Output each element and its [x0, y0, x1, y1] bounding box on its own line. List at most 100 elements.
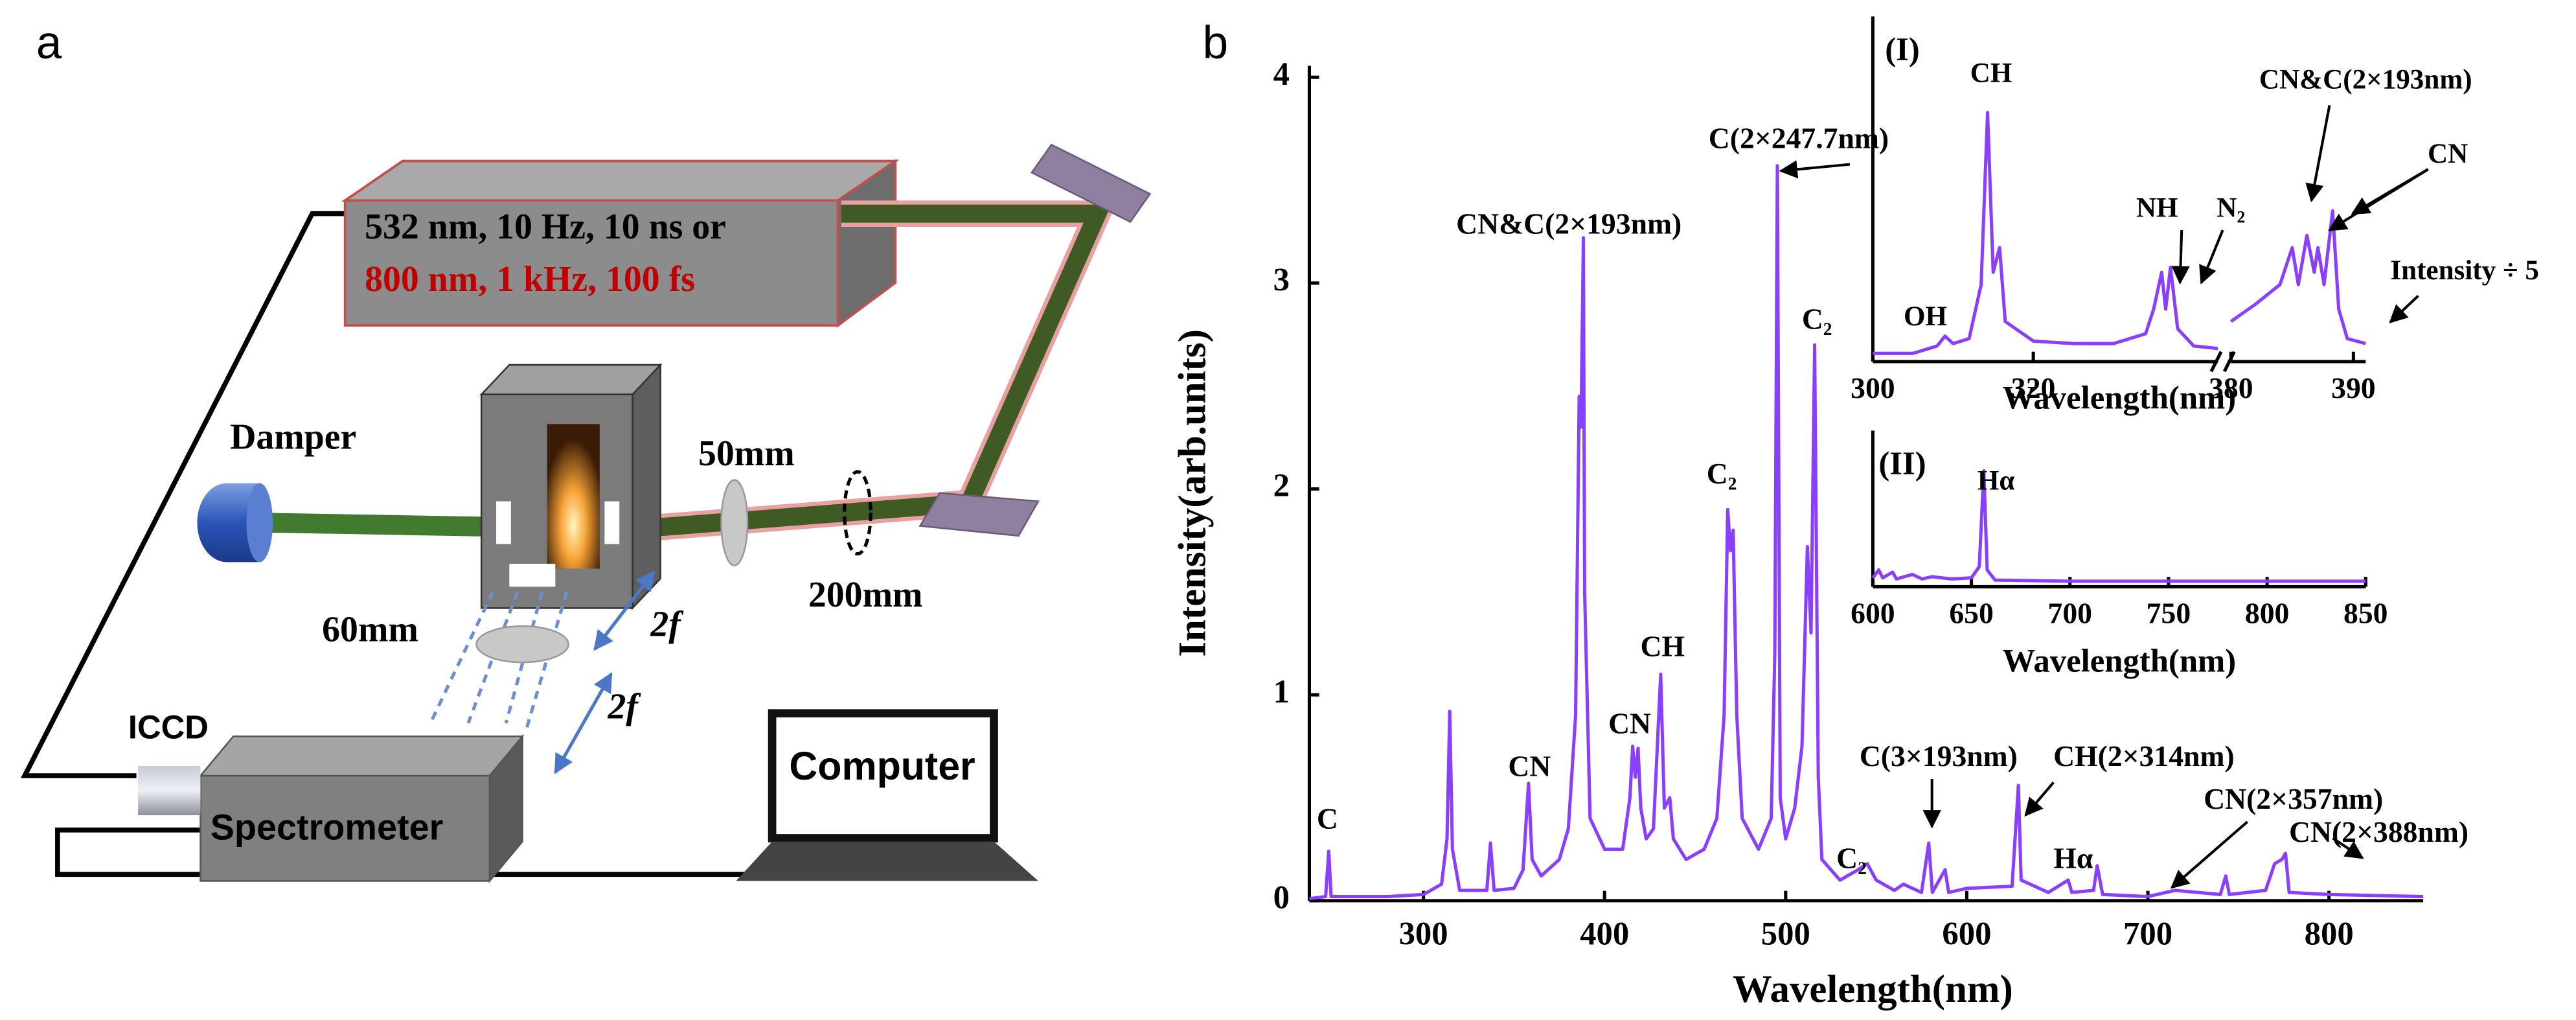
panel-label: a [36, 17, 62, 69]
window [604, 501, 620, 544]
x-axis-label: Wavelength(nm) [1733, 968, 2013, 1011]
damper [246, 483, 273, 562]
annotation: CN(2×357nm) [2204, 782, 2383, 815]
window [509, 563, 556, 587]
annotation: C(2×247.7nm) [1709, 122, 1889, 155]
computer-label: Computer [789, 744, 975, 788]
distance-label: 2f [607, 686, 641, 726]
annotation: Intensity ÷ 5 [2390, 255, 2539, 286]
annotation: CN [1508, 749, 1551, 782]
y-tick-label: 2 [1273, 467, 1290, 504]
x-tick-label: 600 [1942, 915, 1991, 951]
laptop-screen [768, 709, 998, 842]
x-tick-label: 500 [1761, 915, 1810, 951]
chamber-top [479, 364, 663, 395]
cable [20, 211, 345, 778]
distance-arrow [593, 570, 655, 651]
x-tick-label: 650 [1949, 597, 1993, 630]
flame [547, 424, 600, 569]
x-tick-label: 380 [2209, 371, 2253, 404]
annotation: CN&C(2×193nm) [2259, 65, 2472, 95]
x-tick-label: 700 [2123, 915, 2172, 951]
collection-rays [429, 590, 569, 732]
x-tick-label: 300 [1399, 915, 1448, 951]
annotation-arrow [1779, 160, 1851, 179]
annotation: Hα [1978, 466, 2015, 496]
annotation-arrow [2024, 781, 2055, 817]
spectrometer-top [198, 735, 525, 777]
spectrum-line [1871, 469, 2366, 583]
lens-label: 60mm [322, 609, 418, 649]
annotation-arrow [2332, 837, 2364, 859]
annotation: CN(2×388nm) [2289, 815, 2468, 848]
annotation: CH [1970, 58, 2012, 89]
spectrometer-front [199, 774, 491, 882]
annotation: C₂ [1802, 303, 1832, 336]
x-tick-label: 700 [2048, 597, 2092, 630]
annotation-arrow [2389, 295, 2419, 324]
iccd-label: ICCD [128, 708, 209, 745]
lens [843, 470, 872, 556]
x-tick-label: 800 [2305, 915, 2354, 951]
laptop-base [736, 841, 1038, 881]
annotation: Hα [2053, 841, 2093, 874]
x-tick-label: 800 [2245, 597, 2289, 630]
spectra: 300 400 500 600 700 800 0 1 2 3 4 Wavelength(nm) Int… [1170, 16, 2539, 1011]
distance-arrow [554, 672, 613, 774]
inset-label: (I) [1885, 31, 1920, 67]
laser-front [343, 199, 839, 327]
annotation: OH [1904, 301, 1947, 332]
laser-label: 532 nm, 10 Hz, 10 ns or [365, 207, 726, 247]
y-axis-label: Intensity(arb.units) [1170, 329, 1214, 657]
setup-diagram: a 532 nm, 10 Hz, 10 ns or 800 nm, 1 kHz,… [20, 17, 1152, 883]
chart: 300 400 500 600 700 800 0 1 2 3 4 Wavelength(nm) Int… [1170, 56, 2468, 1011]
y-tick-label: 1 [1273, 673, 1290, 710]
beam [632, 204, 1111, 539]
y-tick-label: 0 [1273, 879, 1290, 916]
spectrum-line [1309, 164, 2424, 901]
x-axis-label: Wavelength(nm) [2003, 379, 2237, 415]
x-tick-label: 390 [2331, 371, 2375, 404]
x-tick-label: 750 [2147, 597, 2191, 630]
annotation-arrow [2351, 168, 2429, 215]
window [496, 501, 511, 544]
spectrum-line [1873, 111, 2366, 355]
chamber-side [632, 362, 661, 610]
annotation: C₂ [1707, 457, 1737, 490]
annotation: CN&C(2×193nm) [1456, 207, 1681, 240]
laser-label: 800 nm, 1 kHz, 100 fs [365, 259, 695, 299]
chart: 300 320 380 390 Wavelength(nm) (I) CH OH NH N₂ CN&… [1851, 16, 2539, 415]
lens-label: 200mm [808, 575, 923, 615]
lens-label: 50mm [698, 434, 795, 474]
lens [475, 625, 569, 664]
mirror [1030, 143, 1152, 224]
annotation: CH(2×314nm) [2053, 739, 2235, 772]
annotation: C(3×193nm) [1860, 739, 2018, 772]
x-tick-label: 850 [2343, 597, 2388, 630]
mirror [918, 492, 1040, 537]
iccd [138, 765, 201, 815]
inset-label: (II) [1878, 445, 1926, 481]
x-tick-label: 400 [1580, 915, 1629, 951]
annotation: C [1317, 802, 1338, 835]
annotation-arrow [2170, 820, 2249, 889]
annotation: N₂ [2217, 193, 2245, 224]
x-tick-label: 300 [1851, 371, 1895, 404]
y-tick-label: 3 [1273, 262, 1290, 298]
distance-label: 2f [650, 605, 684, 645]
laser-top [341, 159, 900, 202]
damper-label: Damper [230, 417, 356, 458]
annotation-arrow [2305, 104, 2331, 203]
x-tick-label: 320 [2011, 371, 2055, 404]
annotation: CH [1641, 629, 1685, 662]
annotation: CN [2428, 139, 2468, 169]
y-tick-label: 4 [1273, 56, 1290, 92]
spectrometer-label: Spectrometer [211, 807, 444, 848]
lens [720, 479, 749, 566]
panel-label: b [1203, 17, 1229, 69]
annotation-arrow [2171, 230, 2190, 285]
annotation: CN [1608, 706, 1651, 739]
annotation: C₂ [1836, 841, 1867, 874]
